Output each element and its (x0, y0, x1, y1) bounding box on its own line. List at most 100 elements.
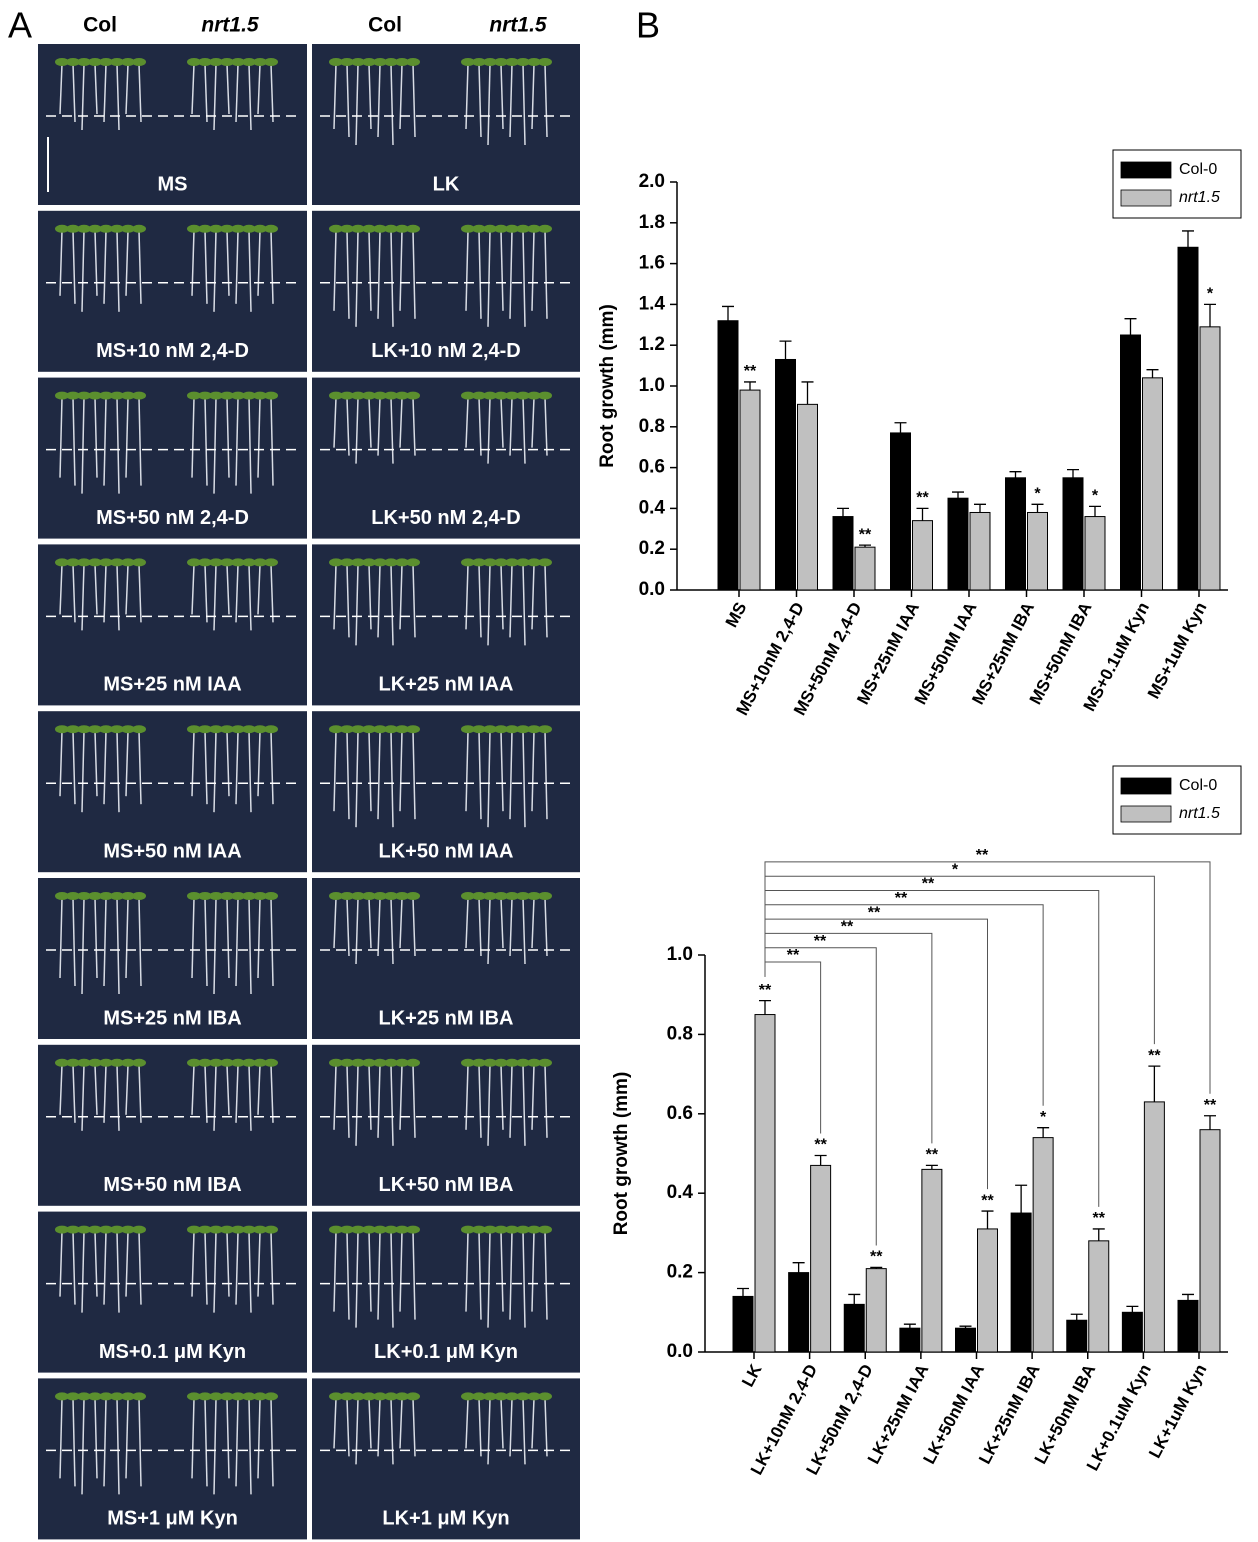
x-tick-label: MS+50nM IAA (911, 599, 981, 708)
x-tick-label: MS (722, 599, 751, 630)
y-tick-label: 0.8 (667, 1023, 693, 1044)
significance-label: * (1040, 1109, 1047, 1126)
significance-label: ** (744, 363, 757, 380)
error-bar (974, 504, 986, 512)
seedling-leaf (132, 1226, 146, 1234)
error-bar (1147, 370, 1159, 378)
significance-label: ** (926, 1147, 939, 1164)
error-bar (780, 341, 792, 359)
y-tick-label: 1.8 (639, 212, 665, 233)
error-bar (904, 1324, 916, 1328)
seedling-leaf (132, 558, 146, 566)
seedling-leaf (406, 58, 420, 66)
significance-label: ** (981, 1192, 994, 1209)
seedling-leaf (132, 725, 146, 733)
seedling-leaf (538, 892, 552, 900)
error-bar (1093, 1229, 1105, 1241)
error-bar (1125, 319, 1137, 335)
bar (891, 433, 911, 590)
error-bar (848, 1294, 860, 1304)
significance-label: ** (1148, 1047, 1161, 1064)
photo-label: LK+10 nM 2,4-D (371, 340, 520, 362)
bar (855, 547, 875, 590)
comparison-label: ** (868, 904, 881, 921)
comparison-label: ** (976, 847, 989, 864)
x-tick-label: MS+1uM Kyn (1144, 599, 1211, 702)
y-tick-label: 1.0 (639, 375, 665, 396)
y-tick-label: 0.0 (639, 579, 665, 600)
error-bar (926, 1165, 938, 1169)
seedling-leaf (406, 558, 420, 566)
error-bar (837, 508, 849, 516)
error-bar (895, 423, 907, 433)
y-tick-label: 0.6 (667, 1103, 693, 1124)
y-tick-label: 0.2 (639, 538, 665, 559)
photo-label: MS (158, 173, 188, 195)
column-header: nrt1.5 (489, 14, 547, 37)
bar (913, 521, 933, 590)
seedling-leaf (538, 1226, 552, 1234)
bar (1028, 512, 1048, 590)
seedling-leaf (264, 892, 278, 900)
seedling-leaf (538, 558, 552, 566)
bar (1063, 478, 1083, 590)
error-bar (1037, 1128, 1049, 1138)
bar (948, 498, 968, 590)
bar (1067, 1320, 1087, 1352)
error-bar (1071, 1314, 1083, 1320)
seedling-leaf (264, 392, 278, 400)
seedling-leaf (132, 225, 146, 233)
y-tick-label: 2.0 (639, 171, 665, 192)
legend-label: Col-0 (1179, 777, 1217, 794)
significance-label: ** (916, 490, 929, 507)
seedling-leaf (406, 1392, 420, 1400)
error-bar (1182, 231, 1194, 247)
y-tick-label: 1.4 (639, 293, 666, 314)
photo-label: LK (433, 173, 460, 195)
seedling-leaf (538, 1392, 552, 1400)
error-bar (1032, 504, 1044, 512)
y-tick-label: 1.2 (639, 334, 665, 355)
column-header: Col (83, 14, 117, 37)
x-tick-label: LK+25nM IAA (864, 1361, 932, 1467)
x-tick-label: MS+50nM IBA (1026, 599, 1096, 708)
seedling-leaf (132, 1392, 146, 1400)
bar (978, 1229, 998, 1352)
legend-label: nrt1.5 (1179, 805, 1220, 822)
photo-label: MS+10 nM 2,4-D (96, 340, 249, 362)
error-bar (1010, 472, 1022, 478)
error-bar (1204, 304, 1216, 326)
x-tick-label: MS+25nM IBA (968, 599, 1038, 708)
error-bar (1148, 1066, 1160, 1102)
y-tick-label: 1.6 (639, 253, 665, 274)
bar (1011, 1213, 1031, 1352)
significance-label: ** (759, 982, 772, 999)
y-axis-label: Root growth (mm) (597, 304, 618, 468)
bar (970, 512, 990, 590)
photo-label: MS+1 μM Kyn (107, 1508, 238, 1530)
seedling-leaf (406, 892, 420, 900)
seedling-leaf (264, 225, 278, 233)
photo-label: LK+25 nM IAA (378, 674, 513, 696)
seedling-leaf (264, 1226, 278, 1234)
bar (1144, 1102, 1164, 1352)
significance-label: ** (814, 1137, 827, 1154)
legend-swatch (1121, 806, 1171, 822)
y-tick-label: 0.4 (667, 1182, 694, 1203)
significance-label: * (1034, 486, 1041, 503)
error-bar (1089, 506, 1101, 516)
seedling-leaf (132, 1059, 146, 1067)
photo-label: MS+50 nM IAA (103, 840, 241, 862)
seedling-leaf (264, 1059, 278, 1067)
significance-label: ** (1093, 1210, 1106, 1227)
bar (798, 404, 818, 590)
x-tick-label: LK+50nM IAA (920, 1361, 988, 1467)
legend-box (1113, 150, 1241, 218)
bar (718, 321, 738, 590)
photo-label: MS+25 nM IAA (103, 674, 241, 696)
seedling-leaf (264, 1392, 278, 1400)
error-bar (1067, 470, 1079, 478)
seedling-leaf (264, 725, 278, 733)
photo-label: LK+50 nM IAA (378, 840, 513, 862)
panel-label: B (636, 5, 660, 46)
